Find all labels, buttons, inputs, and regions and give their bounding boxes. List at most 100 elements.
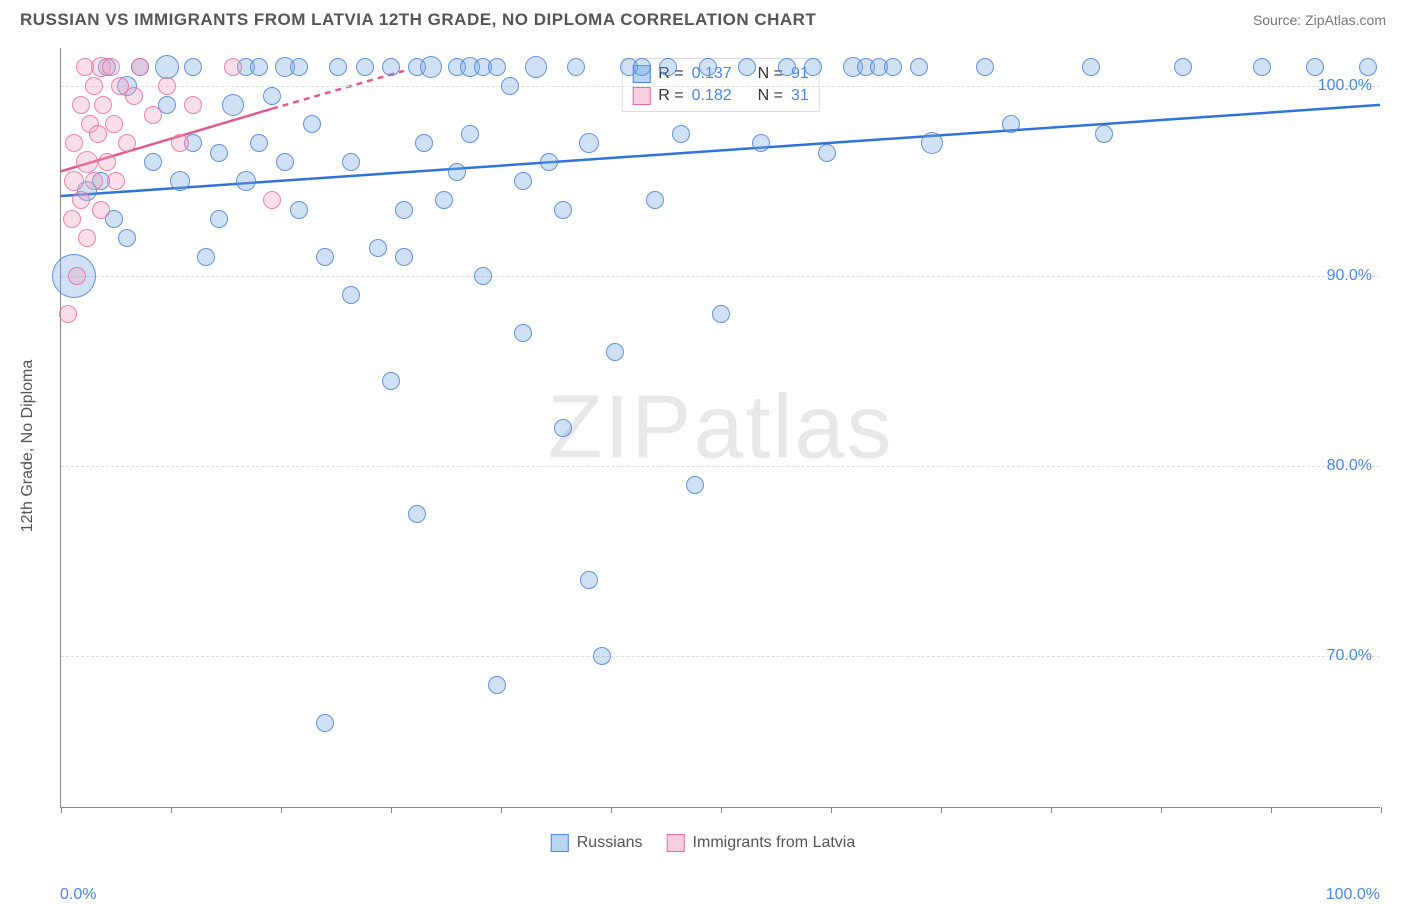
data-point xyxy=(554,201,572,219)
y-tick-label: 100.0% xyxy=(1318,77,1372,95)
x-label-max: 100.0% xyxy=(1326,886,1380,904)
data-point xyxy=(752,134,770,152)
data-point xyxy=(263,87,281,105)
x-tick xyxy=(721,807,722,813)
legend-item-blue: Russians xyxy=(551,834,643,852)
n-label: N = xyxy=(758,87,783,105)
data-point xyxy=(102,58,120,76)
swatch-pink xyxy=(632,87,650,105)
x-tick xyxy=(61,807,62,813)
data-point xyxy=(488,676,506,694)
data-point xyxy=(210,210,228,228)
data-point xyxy=(118,134,136,152)
data-point xyxy=(804,58,822,76)
data-point xyxy=(98,153,116,171)
swatch-pink xyxy=(667,834,685,852)
data-point xyxy=(131,58,149,76)
data-point xyxy=(210,144,228,162)
data-point xyxy=(1359,58,1377,76)
stats-row-pink: R = 0.182 N = 31 xyxy=(632,85,809,107)
data-point xyxy=(580,571,598,589)
data-point xyxy=(158,77,176,95)
data-point xyxy=(738,58,756,76)
data-point xyxy=(92,201,110,219)
data-point xyxy=(699,58,717,76)
data-point xyxy=(76,151,98,173)
data-point xyxy=(316,248,334,266)
data-point xyxy=(85,77,103,95)
data-point xyxy=(474,267,492,285)
data-point xyxy=(579,133,599,153)
data-point xyxy=(107,172,125,190)
data-point xyxy=(1306,58,1324,76)
data-point xyxy=(633,58,651,76)
chart-plot-area: ZIPatlas R = 0.137 N = 91 R = 0.182 N = … xyxy=(60,48,1380,808)
x-tick xyxy=(281,807,282,813)
legend-label: Russians xyxy=(577,834,643,852)
x-tick xyxy=(391,807,392,813)
data-point xyxy=(712,305,730,323)
data-point xyxy=(408,505,426,523)
data-point xyxy=(184,96,202,114)
data-point xyxy=(94,96,112,114)
data-point xyxy=(976,58,994,76)
gridline xyxy=(61,466,1380,467)
data-point xyxy=(672,125,690,143)
data-point xyxy=(72,96,90,114)
data-point xyxy=(448,163,466,181)
data-point xyxy=(170,171,190,191)
data-point xyxy=(144,106,162,124)
data-point xyxy=(884,58,902,76)
data-point xyxy=(276,153,294,171)
data-point xyxy=(420,56,442,78)
data-point xyxy=(686,476,704,494)
data-point xyxy=(290,58,308,76)
data-point xyxy=(184,58,202,76)
data-point xyxy=(342,286,360,304)
data-point xyxy=(646,191,664,209)
legend-item-pink: Immigrants from Latvia xyxy=(667,834,856,852)
x-tick xyxy=(941,807,942,813)
data-point xyxy=(606,343,624,361)
data-point xyxy=(197,248,215,266)
data-point xyxy=(395,201,413,219)
data-point xyxy=(118,229,136,247)
data-point xyxy=(554,419,572,437)
r-value: 0.182 xyxy=(692,87,732,105)
data-point xyxy=(488,58,506,76)
data-point xyxy=(921,132,943,154)
data-point xyxy=(382,58,400,76)
gridline xyxy=(61,276,1380,277)
data-point xyxy=(514,172,532,190)
data-point xyxy=(369,239,387,257)
r-label: R = xyxy=(658,87,683,105)
data-point xyxy=(593,647,611,665)
data-point xyxy=(290,201,308,219)
data-point xyxy=(910,58,928,76)
data-point xyxy=(1002,115,1020,133)
y-axis-title: 12th Grade, No Diploma xyxy=(19,360,37,533)
data-point xyxy=(68,267,86,285)
data-point xyxy=(263,191,281,209)
swatch-blue xyxy=(551,834,569,852)
data-point xyxy=(501,77,519,95)
x-tick xyxy=(501,807,502,813)
legend-label: Immigrants from Latvia xyxy=(693,834,856,852)
gridline xyxy=(61,86,1380,87)
data-point xyxy=(1082,58,1100,76)
data-point xyxy=(64,171,84,191)
legend-bottom: Russians Immigrants from Latvia xyxy=(551,834,856,852)
data-point xyxy=(356,58,374,76)
data-point xyxy=(85,172,103,190)
data-point xyxy=(144,153,162,171)
data-point xyxy=(1253,58,1271,76)
data-point xyxy=(415,134,433,152)
trend-lines xyxy=(61,48,1380,807)
data-point xyxy=(250,134,268,152)
x-tick xyxy=(1051,807,1052,813)
data-point xyxy=(89,125,107,143)
x-tick xyxy=(1161,807,1162,813)
data-point xyxy=(818,144,836,162)
data-point xyxy=(236,171,256,191)
y-tick-label: 90.0% xyxy=(1327,267,1372,285)
